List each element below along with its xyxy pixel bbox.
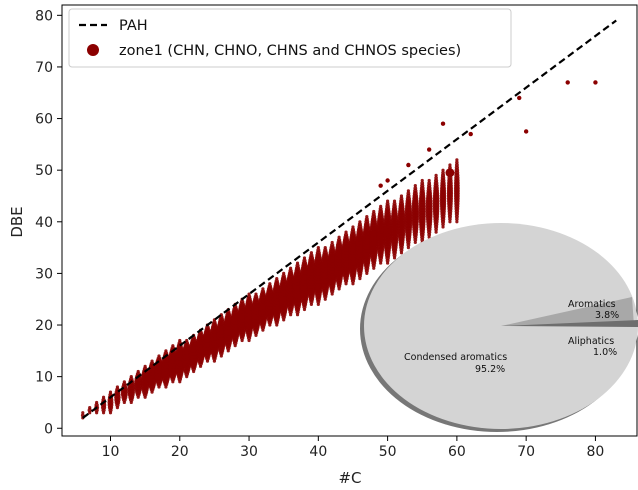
y-tick-label: 30 xyxy=(35,266,53,282)
scatter-point xyxy=(130,375,133,378)
scatter-point xyxy=(254,292,257,295)
y-tick-label: 50 xyxy=(35,163,53,179)
scatter-point xyxy=(164,349,167,352)
scatter-point xyxy=(427,147,431,151)
scatter-point xyxy=(434,174,437,177)
scatter-point xyxy=(261,287,264,290)
scatter-point xyxy=(441,122,445,126)
scatter-point xyxy=(406,163,410,167)
pie-pct-condensed-aromatics: 95.2% xyxy=(475,364,505,375)
scatter-point xyxy=(517,96,521,100)
scatter-point xyxy=(524,129,528,133)
scatter-point xyxy=(150,360,153,363)
x-tick-label: 20 xyxy=(171,444,189,460)
x-tick-label: 10 xyxy=(102,444,120,460)
scatter-point xyxy=(445,168,454,177)
scatter-point xyxy=(137,370,140,373)
scatter-point xyxy=(289,267,292,270)
scatter-point xyxy=(593,80,597,84)
scatter-point xyxy=(351,225,354,228)
scatter-point xyxy=(455,158,458,161)
scatter-point xyxy=(338,236,341,239)
y-tick-label: 20 xyxy=(35,318,53,334)
scatter-point xyxy=(428,179,431,182)
scatter-point xyxy=(469,132,473,136)
scatter-point xyxy=(123,380,126,383)
x-tick-label: 80 xyxy=(587,444,605,460)
scatter-point xyxy=(441,169,444,172)
scatter-point xyxy=(566,80,570,84)
scatter-point xyxy=(386,200,389,203)
x-tick-label: 40 xyxy=(309,444,327,460)
scatter-point xyxy=(296,261,299,264)
scatter-point xyxy=(275,277,278,280)
pie-label-aliphatics: Aliphatics xyxy=(568,336,614,347)
scatter-point xyxy=(185,339,188,342)
scatter-point xyxy=(317,246,320,249)
scatter-point xyxy=(400,194,403,197)
x-tick-label: 60 xyxy=(448,444,466,460)
pie-pct-aromatics: 3.8% xyxy=(595,310,619,321)
pie-label-condensed-aromatics: Condensed aromatics xyxy=(404,352,507,363)
x-tick-label: 70 xyxy=(517,444,535,460)
scatter-point xyxy=(116,385,119,388)
scatter-point xyxy=(109,391,112,394)
scatter-point xyxy=(171,344,174,347)
scatter-point xyxy=(358,220,361,223)
pie-pct-aliphatics: 1.0% xyxy=(593,347,617,358)
scatter-point xyxy=(344,231,347,234)
scatter-point xyxy=(303,256,306,259)
y-tick-label: 40 xyxy=(35,215,53,231)
scatter-point xyxy=(385,178,389,182)
y-tick-label: 60 xyxy=(35,112,53,128)
y-tick-label: 0 xyxy=(44,421,53,437)
scatter-point xyxy=(372,210,375,213)
x-axis-label: #C xyxy=(338,469,361,487)
scatter-point xyxy=(178,339,181,342)
y-axis-label: DBE xyxy=(8,206,26,237)
legend-zone1-label: zone1 (CHN, CHNO, CHNS and CHNOS species… xyxy=(119,43,461,59)
x-tick-label: 30 xyxy=(240,444,258,460)
scatter-point xyxy=(448,163,451,166)
scatter-point xyxy=(282,272,285,275)
scatter-point xyxy=(407,189,410,192)
legend-pah-label: PAH xyxy=(119,18,148,34)
x-tick-label: 50 xyxy=(379,444,397,460)
scatter-point xyxy=(421,179,424,182)
scatter-point xyxy=(95,401,98,404)
scatter-point xyxy=(310,251,313,254)
y-tick-label: 70 xyxy=(35,60,53,76)
y-tick-label: 80 xyxy=(35,8,53,24)
pie-label-aromatics: Aromatics xyxy=(568,299,616,310)
scatter-point xyxy=(324,246,327,249)
y-tick-label: 10 xyxy=(35,370,53,386)
scatter-point xyxy=(378,183,382,187)
scatter-point xyxy=(331,241,334,244)
scatter-point xyxy=(268,282,271,285)
scatter-point xyxy=(81,411,84,414)
scatter-point xyxy=(393,200,396,203)
scatter-point xyxy=(102,396,105,399)
scatter-point xyxy=(379,205,382,208)
scatter-point xyxy=(414,184,417,187)
scatter-point xyxy=(365,215,368,218)
legend: PAH zone1 (CHN, CHNO, CHNS and CHNOS spe… xyxy=(69,9,511,67)
scatter-point xyxy=(88,406,91,409)
legend-zone1-marker xyxy=(87,44,99,56)
scatter-point xyxy=(157,354,160,357)
scatter-point xyxy=(144,365,147,368)
